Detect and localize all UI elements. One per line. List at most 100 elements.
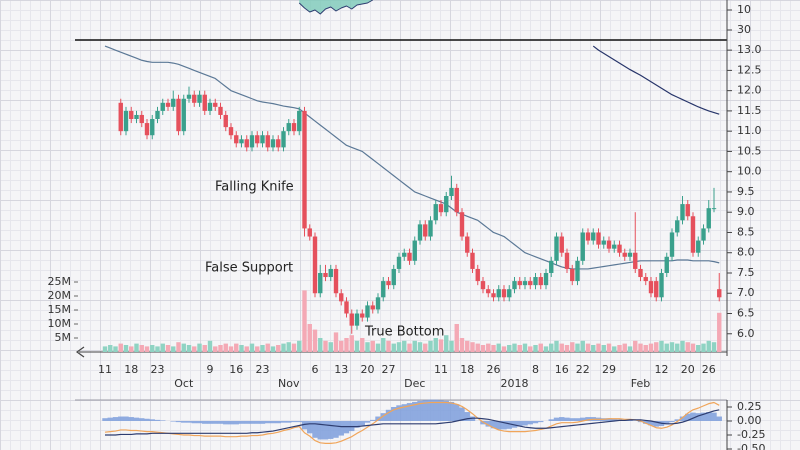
candle-body bbox=[512, 281, 517, 290]
price-y-tick-label: 6.0 bbox=[737, 327, 755, 340]
macd-histogram-bar bbox=[202, 421, 208, 424]
volume-bar bbox=[139, 345, 144, 352]
x-tick-label: 13 bbox=[334, 363, 348, 376]
candle-body bbox=[228, 127, 234, 136]
candle-body bbox=[696, 240, 701, 253]
macd-histogram-bar bbox=[716, 416, 722, 421]
macd-histogram-bar bbox=[359, 421, 365, 426]
candle-body bbox=[638, 268, 643, 278]
volume-bar bbox=[433, 338, 438, 352]
volume-bar bbox=[465, 340, 470, 352]
price-y-tick-label: 11.5 bbox=[737, 104, 762, 117]
candle-body bbox=[617, 244, 622, 253]
volume-bar bbox=[507, 345, 512, 352]
macd-histogram-bar bbox=[548, 419, 554, 421]
x-tick-label: 23 bbox=[256, 363, 270, 376]
volume-bar bbox=[144, 346, 150, 352]
volume-bar bbox=[648, 343, 654, 352]
candle-body bbox=[496, 289, 501, 298]
volume-bar bbox=[365, 342, 370, 352]
macd-y-tick-label: 0.00 bbox=[737, 414, 762, 427]
x-tick-label: 20 bbox=[681, 363, 695, 376]
volume-bar bbox=[276, 345, 281, 352]
macd-histogram-bar bbox=[648, 421, 654, 426]
x-tick-label: 23 bbox=[151, 363, 165, 376]
volume-bar bbox=[312, 329, 318, 352]
volume-bar bbox=[580, 340, 585, 352]
volume-bar bbox=[160, 343, 165, 352]
candle-body bbox=[417, 224, 423, 241]
candle-body bbox=[543, 272, 549, 286]
volume-bar bbox=[113, 346, 118, 352]
candle-body bbox=[213, 102, 218, 107]
volume-bar bbox=[517, 345, 522, 352]
candle-body bbox=[223, 114, 228, 128]
macd-histogram-bar bbox=[669, 421, 675, 423]
x-tick-label: 18 bbox=[460, 363, 474, 376]
candle-body bbox=[370, 305, 375, 310]
volume-bar bbox=[564, 345, 570, 352]
volume-bar bbox=[685, 342, 690, 352]
volume-bar bbox=[407, 343, 412, 352]
x-tick-label: 16 bbox=[229, 363, 243, 376]
macd-histogram-bar bbox=[532, 421, 539, 424]
candle-body bbox=[396, 256, 402, 269]
candle-body bbox=[354, 313, 360, 326]
volume-bar bbox=[533, 345, 538, 352]
macd-histogram-bar bbox=[674, 419, 680, 421]
macd-histogram-bar bbox=[559, 417, 565, 421]
x-tick-label: 8 bbox=[532, 363, 539, 376]
volume-bar bbox=[669, 342, 675, 352]
volume-bar bbox=[717, 312, 722, 352]
candle-body bbox=[528, 281, 533, 286]
candle-body bbox=[501, 289, 507, 298]
x-tick-label: 20 bbox=[361, 363, 375, 376]
volume-bar bbox=[633, 340, 638, 352]
x-tick-label: 6 bbox=[312, 363, 319, 376]
volume-bar bbox=[302, 290, 307, 352]
volume-bar bbox=[486, 343, 491, 352]
price-y-tick-label: 10.0 bbox=[737, 165, 762, 178]
candle-body bbox=[596, 232, 601, 245]
candle-body bbox=[459, 212, 465, 237]
volume-bar bbox=[176, 342, 181, 352]
macd-histogram-bar bbox=[611, 418, 617, 421]
macd-histogram-bar bbox=[496, 421, 502, 430]
macd-histogram-bar bbox=[333, 421, 339, 438]
volume-bar bbox=[171, 346, 176, 352]
candle-body bbox=[654, 281, 659, 298]
macd-histogram-bar bbox=[139, 418, 145, 421]
volume-bar bbox=[286, 342, 291, 352]
candle-body bbox=[160, 102, 165, 111]
candle-body bbox=[386, 281, 391, 286]
volume-tick-label: 10M bbox=[48, 317, 72, 330]
candle-body bbox=[717, 289, 722, 298]
macd-histogram-bar bbox=[695, 413, 701, 421]
candle-body bbox=[297, 110, 302, 132]
macd-histogram-bar bbox=[690, 412, 696, 421]
candle-body bbox=[176, 98, 181, 132]
macd-y-tick-label: -0.50 bbox=[737, 442, 765, 450]
macd-histogram-bar bbox=[538, 421, 544, 423]
macd-histogram-bar bbox=[564, 417, 570, 421]
volume-bar bbox=[459, 338, 465, 352]
volume-bar bbox=[102, 346, 108, 352]
candle-body bbox=[423, 224, 428, 237]
candle-body bbox=[711, 208, 717, 210]
macd-histogram-bar bbox=[522, 421, 528, 426]
macd-histogram-bar bbox=[553, 417, 560, 421]
candle-body bbox=[123, 110, 129, 132]
x-tick-label: 11 bbox=[98, 363, 112, 376]
candle-body bbox=[118, 102, 123, 132]
candle-body bbox=[685, 204, 690, 217]
price-y-tick-label: 9.5 bbox=[737, 185, 755, 198]
volume-bar bbox=[438, 339, 444, 352]
candle-body bbox=[202, 94, 207, 111]
candle-body bbox=[491, 293, 496, 298]
candle-body bbox=[585, 232, 591, 241]
volume-bar bbox=[391, 343, 396, 352]
candle-body bbox=[606, 240, 612, 249]
macd-histogram-bar bbox=[249, 421, 255, 424]
macd-histogram-bar bbox=[212, 421, 218, 424]
